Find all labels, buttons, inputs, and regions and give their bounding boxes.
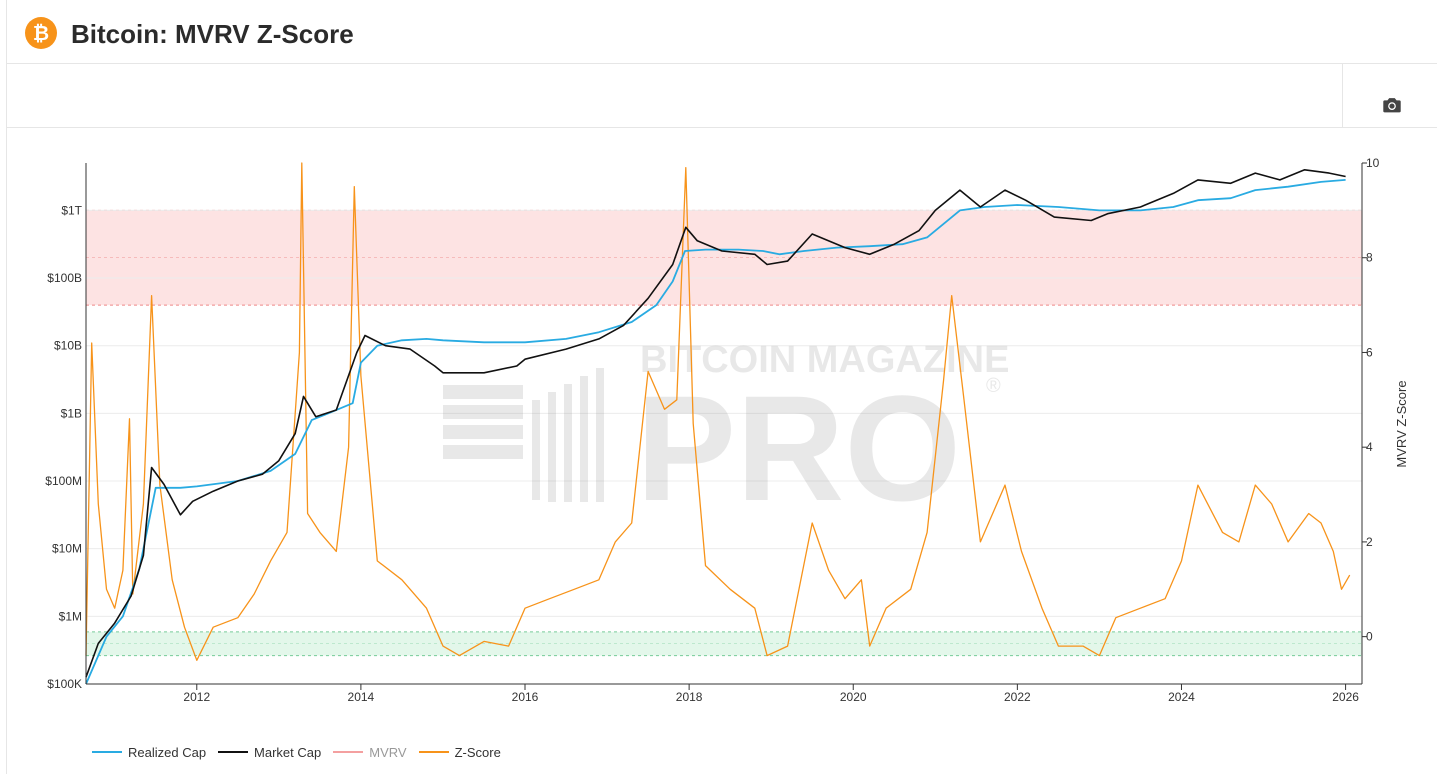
y-right-tick-label: 10 xyxy=(1366,156,1380,170)
y-right-tick-label: 6 xyxy=(1366,345,1373,359)
x-tick-label: 2026 xyxy=(1332,690,1359,704)
series-group xyxy=(85,162,1351,685)
series-z-score xyxy=(85,162,1351,661)
y-right-tick-label: 2 xyxy=(1366,535,1373,549)
y-left-tick-label: $100B xyxy=(47,271,82,285)
toolbar-divider xyxy=(1342,64,1343,127)
axes xyxy=(85,163,1363,685)
y-left-tick-labels: $100K $1M $10M $100M $1B $10B $100B $1T xyxy=(45,203,82,691)
watermark-registered: ® xyxy=(986,375,1001,397)
watermark-mark xyxy=(443,368,604,502)
x-tick-label: 2022 xyxy=(1004,690,1031,704)
series-market-cap xyxy=(85,169,1346,678)
chart-legend: Realized Cap Market Cap MVRV Z-Score xyxy=(92,742,501,762)
legend-item-mvrv[interactable]: MVRV xyxy=(333,742,407,762)
y-left-tick-label: $10B xyxy=(54,339,82,353)
y-right-tick-labels: 0 2 4 6 8 10 xyxy=(1362,156,1380,644)
legend-swatch-market-cap xyxy=(218,751,249,753)
y-right-tick-label: 4 xyxy=(1366,440,1373,454)
y-right-axis-label: MVRV Z-Score xyxy=(1394,380,1409,467)
y-right-tick-label: 0 xyxy=(1366,630,1373,644)
x-tick-labels: 2012 2014 2016 2018 2020 2022 2024 2026 xyxy=(183,684,1359,704)
legend-item-market-cap[interactable]: Market Cap xyxy=(218,742,321,762)
y-right-tick-label: 8 xyxy=(1366,251,1373,265)
legend-swatch-realized-cap xyxy=(92,751,122,753)
chart-toolbar xyxy=(7,64,1437,128)
y-left-tick-label: $1T xyxy=(61,203,82,217)
legend-label-market-cap: Market Cap xyxy=(254,744,322,760)
legend-swatch-z-score xyxy=(418,751,449,753)
page-header: ₿ Bitcoin: MVRV Z-Score xyxy=(7,0,1437,64)
legend-label-mvrv: MVRV xyxy=(369,744,407,760)
bitcoin-logo: ₿ xyxy=(25,17,57,49)
y-left-tick-label: $100M xyxy=(45,474,82,488)
x-tick-label: 2018 xyxy=(676,690,703,704)
watermark: BITCOIN MAGAZINE PRO ® xyxy=(443,339,1009,532)
series-realized-cap xyxy=(85,179,1346,685)
legend-label-realized-cap: Realized Cap xyxy=(128,744,207,760)
legend-swatch-mvrv xyxy=(333,751,364,753)
x-tick-label: 2024 xyxy=(1168,690,1195,704)
watermark-line1: BITCOIN MAGAZINE xyxy=(640,339,1009,381)
x-tick-label: 2016 xyxy=(512,690,539,704)
camera-icon[interactable] xyxy=(1381,94,1403,116)
x-tick-label: 2020 xyxy=(840,690,867,704)
threshold-bands xyxy=(86,209,1362,657)
y-left-tick-label: $10M xyxy=(52,542,82,556)
legend-item-z-score[interactable]: Z-Score xyxy=(418,742,501,762)
y-left-tick-label: $1M xyxy=(59,609,82,623)
x-tick-label: 2012 xyxy=(183,690,210,704)
x-tick-label: 2014 xyxy=(348,690,375,704)
legend-label-z-score: Z-Score xyxy=(454,744,501,760)
y-left-tick-label: $1B xyxy=(61,406,82,420)
chart-frame: ₿ Bitcoin: MVRV Z-Score xyxy=(6,0,1437,774)
page-title: Bitcoin: MVRV Z-Score xyxy=(71,19,354,49)
legend-item-realized-cap[interactable]: Realized Cap xyxy=(92,742,206,762)
y-left-tick-label: $100K xyxy=(47,677,82,691)
watermark-line2: PRO xyxy=(636,364,961,532)
